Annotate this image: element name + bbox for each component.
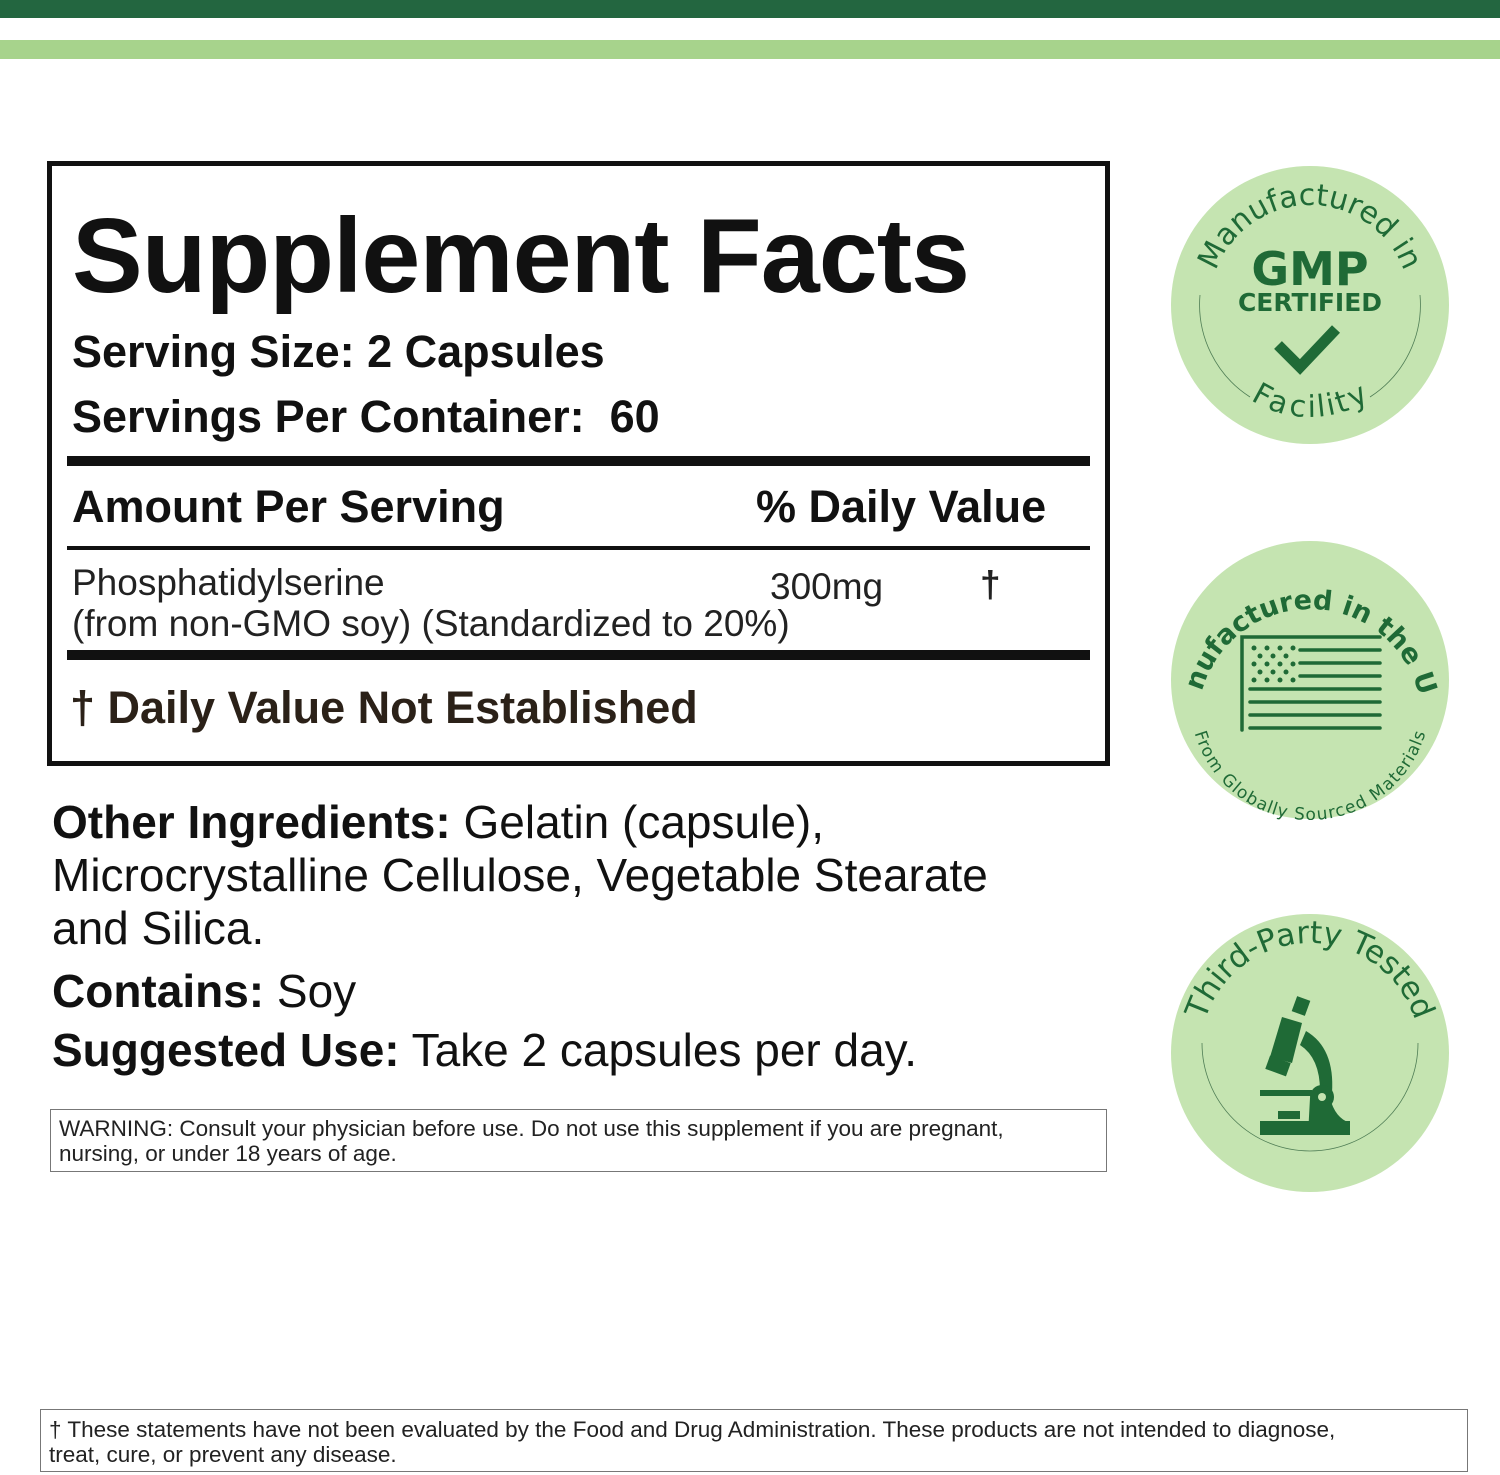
suggested-use-value: Take 2 capsules per day. [399, 1024, 918, 1076]
other-ingredients: Other Ingredients: Gelatin (capsule), Mi… [52, 796, 988, 955]
badge-gmp-text: GMP [1251, 242, 1368, 296]
servings-per-container: Servings Per Container: 60 [72, 391, 660, 442]
contains-value: Soy [264, 965, 357, 1017]
divider-thin [67, 546, 1090, 550]
contains: Contains: Soy [52, 965, 356, 1018]
divider-thick [67, 650, 1090, 660]
warning-line: nursing, or under 18 years of age. [59, 1141, 397, 1166]
divider-thick [67, 456, 1090, 466]
gmp-certified-badge: Manufactured in Facility GMP CERTIFIED [1171, 166, 1449, 444]
disclaimer-line: treat, cure, or prevent any disease. [49, 1442, 397, 1467]
suggested-use: Suggested Use: Take 2 capsules per day. [52, 1024, 917, 1077]
top-bar-dark [0, 0, 1500, 18]
ingredient-amount: 300mg [770, 566, 884, 607]
other-ingredients-line: and Silica. [52, 902, 265, 954]
header-amount-per-serving: Amount Per Serving [72, 481, 505, 532]
top-bar-light [0, 40, 1500, 59]
checkmark-icon [1274, 325, 1340, 375]
warning-box: WARNING: Consult your physician before u… [50, 1109, 1107, 1172]
fda-disclaimer-box: † These statements have not been evaluat… [40, 1409, 1468, 1472]
ingredient-dv: † [980, 564, 1001, 605]
disclaimer-line: † These statements have not been evaluat… [49, 1417, 1336, 1442]
facts-title: Supplement Facts [72, 197, 970, 315]
header-daily-value: % Daily Value [756, 481, 1047, 532]
other-ingredients-label: Other Ingredients: [52, 796, 451, 848]
made-in-usa-badge: Manufactured in the USA From Globally So… [1170, 540, 1449, 820]
other-ingredients-line: Microcrystalline Cellulose, Vegetable St… [52, 849, 988, 901]
warning-line: WARNING: Consult your physician before u… [59, 1116, 1004, 1141]
supplement-facts-panel: Supplement Facts Serving Size: 2 Capsule… [47, 161, 1110, 766]
suggested-use-label: Suggested Use: [52, 1024, 400, 1076]
contains-label: Contains: [52, 965, 265, 1017]
us-flag-icon [1240, 635, 1382, 732]
other-ingredients-line: Gelatin (capsule), [450, 796, 824, 848]
dv-footnote: † Daily Value Not Established [70, 682, 698, 733]
serving-size: Serving Size: 2 Capsules [72, 326, 605, 377]
badge-certified-text: CERTIFIED [1238, 288, 1382, 317]
microscope-icon [1260, 996, 1350, 1135]
third-party-tested-badge: Third-Party Tested [1171, 914, 1449, 1192]
ingredient-detail: (from non-GMO soy) (Standardized to 20%) [72, 603, 790, 644]
ingredient-name: Phosphatidylserine [72, 562, 385, 603]
